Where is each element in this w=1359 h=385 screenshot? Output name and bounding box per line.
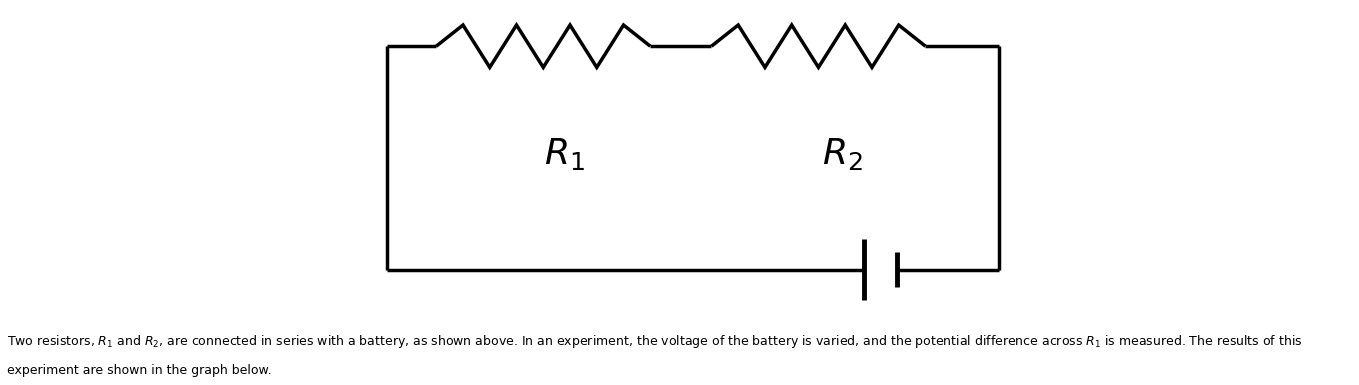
Text: experiment are shown in the graph below.: experiment are shown in the graph below. xyxy=(7,364,272,377)
Text: $R_1$: $R_1$ xyxy=(544,136,584,172)
Text: $R_2$: $R_2$ xyxy=(822,136,863,172)
Text: Two resistors, $R_1$ and $R_2$, are connected in series with a battery, as shown: Two resistors, $R_1$ and $R_2$, are conn… xyxy=(7,333,1302,350)
